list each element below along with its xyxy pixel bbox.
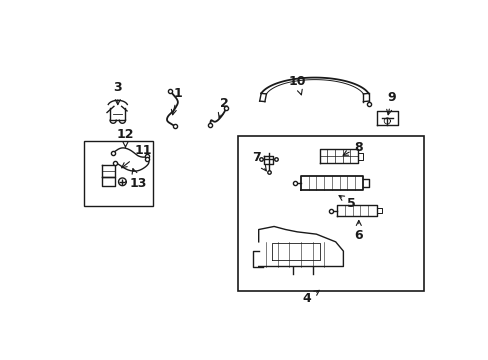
Text: 12: 12 xyxy=(117,127,134,147)
Text: 6: 6 xyxy=(354,220,363,242)
Bar xyxy=(84,141,153,206)
Text: 4: 4 xyxy=(302,291,319,305)
Text: 2: 2 xyxy=(218,97,228,118)
Text: 5: 5 xyxy=(338,195,355,210)
Bar xyxy=(238,136,424,291)
Text: 8: 8 xyxy=(343,141,363,155)
Text: 1: 1 xyxy=(171,87,182,115)
Text: 11: 11 xyxy=(122,144,152,168)
Text: 10: 10 xyxy=(288,75,305,95)
Text: 13: 13 xyxy=(129,169,146,190)
Text: 7: 7 xyxy=(251,150,266,171)
Text: 9: 9 xyxy=(386,91,395,115)
Text: 3: 3 xyxy=(113,81,122,105)
